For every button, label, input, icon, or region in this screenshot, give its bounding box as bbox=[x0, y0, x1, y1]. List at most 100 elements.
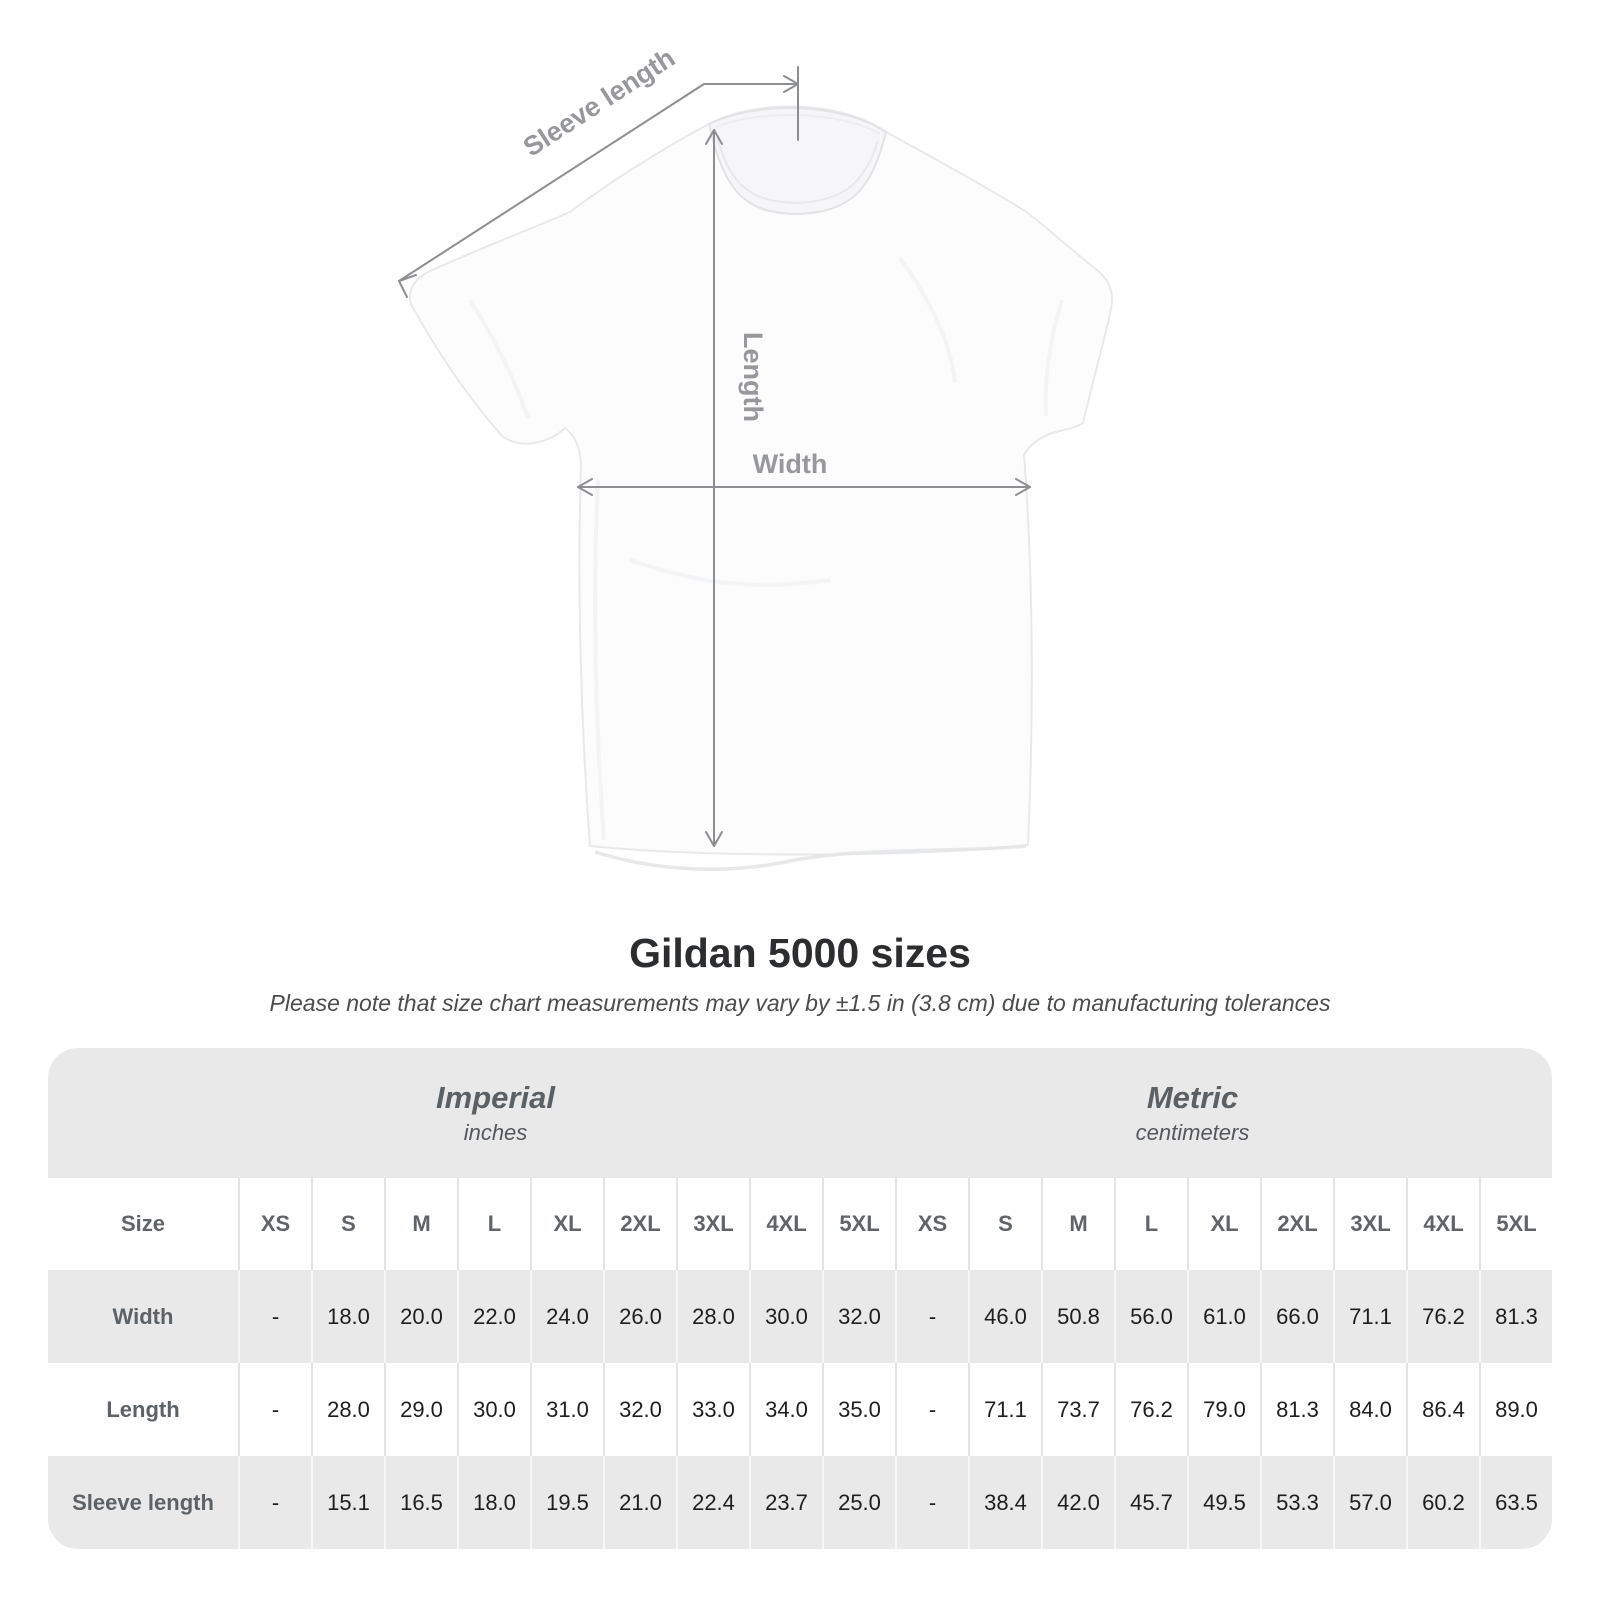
value-imperial-s: 28.0 bbox=[311, 1363, 384, 1456]
value-imperial-s: 18.0 bbox=[311, 1270, 384, 1363]
value-metric-l: 45.7 bbox=[1114, 1456, 1187, 1549]
value-imperial-m: 29.0 bbox=[384, 1363, 457, 1456]
size-header-metric-4xl: 4XL bbox=[1406, 1178, 1479, 1270]
size-header-metric-m: M bbox=[1041, 1178, 1114, 1270]
tshirt-wrinkles bbox=[468, 256, 1064, 841]
size-header-metric-l: L bbox=[1114, 1178, 1187, 1270]
value-imperial-l: 30.0 bbox=[457, 1363, 530, 1456]
value-metric-2xl: 66.0 bbox=[1260, 1270, 1333, 1363]
value-metric-4xl: 86.4 bbox=[1406, 1363, 1479, 1456]
value-imperial-5xl: 32.0 bbox=[822, 1270, 895, 1363]
sleeve-length-line bbox=[398, 83, 799, 282]
table-body: Width -18.0 20.0 22.0 24.0 26.0 28.0 30.0 32.0-4… bbox=[48, 1270, 1552, 1549]
imperial-section-header: Imperial inches bbox=[48, 1048, 895, 1178]
value-imperial-5xl: 25.0 bbox=[822, 1456, 895, 1549]
imperial-section-unit: inches bbox=[463, 1120, 528, 1145]
row-label: Sleeve length bbox=[72, 1489, 214, 1515]
table-row-width: Width -18.0 20.0 22.0 24.0 26.0 28.0 30.0 32.0-4… bbox=[48, 1270, 1552, 1363]
value-imperial-5xl: 35.0 bbox=[822, 1363, 895, 1456]
size-header-imperial-xl: XL bbox=[530, 1178, 603, 1270]
value-metric-2xl: 53.3 bbox=[1260, 1456, 1333, 1549]
size-header-metric-xs: XS bbox=[895, 1178, 968, 1270]
unit-system-band: Imperial inches Metric centimeters bbox=[48, 1048, 1552, 1178]
value-metric-5xl: 63.5 bbox=[1479, 1456, 1552, 1549]
size-header-imperial-5xl: 5XL bbox=[822, 1178, 895, 1270]
value-metric-m: 42.0 bbox=[1041, 1456, 1114, 1549]
value-metric-xs: - bbox=[895, 1363, 968, 1456]
length-label: Length bbox=[738, 332, 768, 422]
size-header-metric-xl: XL bbox=[1187, 1178, 1260, 1270]
value-imperial-2xl: 21.0 bbox=[603, 1456, 676, 1549]
table-row-sleeve-length: Sleeve length -15.1 16.5 18.0 19.5 21.0 22.4 23… bbox=[48, 1456, 1552, 1549]
imperial-section-title: Imperial bbox=[436, 1080, 555, 1115]
value-imperial-3xl: 22.4 bbox=[676, 1456, 749, 1549]
size-header-imperial-l: L bbox=[457, 1178, 530, 1270]
value-imperial-4xl: 34.0 bbox=[749, 1363, 822, 1456]
value-metric-s: 38.4 bbox=[968, 1456, 1041, 1549]
tshirt-collar-opening bbox=[707, 107, 888, 216]
width-label: Width bbox=[753, 449, 828, 479]
shirt-measurement-diagram: Sleeve length Length Width bbox=[398, 42, 1114, 871]
size-header-metric-s: S bbox=[968, 1178, 1041, 1270]
value-imperial-l: 22.0 bbox=[457, 1270, 530, 1363]
size-header-metric-3xl: 3XL bbox=[1333, 1178, 1406, 1270]
measurement-annotations bbox=[398, 66, 1031, 847]
value-imperial-l: 18.0 bbox=[457, 1456, 530, 1549]
value-imperial-m: 16.5 bbox=[384, 1456, 457, 1549]
value-metric-xl: 79.0 bbox=[1187, 1363, 1260, 1456]
value-metric-3xl: 84.0 bbox=[1333, 1363, 1406, 1456]
size-header-metric-5xl: 5XL bbox=[1479, 1178, 1552, 1270]
sleeve-length-label: Sleeve length bbox=[518, 42, 680, 162]
value-metric-2xl: 81.3 bbox=[1260, 1363, 1333, 1456]
value-metric-s: 46.0 bbox=[968, 1270, 1041, 1363]
value-metric-xs: - bbox=[895, 1270, 968, 1363]
metric-section-header: Metric centimeters bbox=[895, 1048, 1552, 1178]
value-imperial-2xl: 32.0 bbox=[603, 1363, 676, 1456]
metric-section-title: Metric bbox=[1146, 1080, 1239, 1115]
tshirt-collar-band bbox=[716, 136, 879, 205]
tshirt-illustration bbox=[408, 105, 1114, 871]
value-metric-3xl: 57.0 bbox=[1333, 1456, 1406, 1549]
value-metric-l: 56.0 bbox=[1114, 1270, 1187, 1363]
value-metric-s: 71.1 bbox=[968, 1363, 1041, 1456]
value-metric-3xl: 71.1 bbox=[1333, 1270, 1406, 1363]
tshirt-body bbox=[408, 105, 1114, 856]
value-metric-xs: - bbox=[895, 1456, 968, 1549]
size-header-metric-2xl: 2XL bbox=[1260, 1178, 1333, 1270]
table-row-length: Length -28.0 29.0 30.0 31.0 32.0 33.0 34.0 35.0-… bbox=[48, 1363, 1552, 1456]
value-metric-l: 76.2 bbox=[1114, 1363, 1187, 1456]
metric-section-unit: centimeters bbox=[1135, 1120, 1250, 1145]
sleeve-length-arrowhead-outer bbox=[398, 274, 417, 298]
row-label: Length bbox=[106, 1396, 180, 1422]
value-imperial-3xl: 33.0 bbox=[676, 1363, 749, 1456]
size-header-imperial-s: S bbox=[311, 1178, 384, 1270]
table-header-row: Size XS S M L XL 2XL 3XL 4XL 5XL XS S M L XL 2XL 3XL 4XL 5… bbox=[48, 1178, 1552, 1270]
tolerance-note: Please note that size chart measurements… bbox=[269, 990, 1331, 1016]
length-arrowheads bbox=[705, 129, 723, 847]
value-metric-xl: 61.0 bbox=[1187, 1270, 1260, 1363]
size-header-imperial-xs: XS bbox=[238, 1178, 311, 1270]
value-imperial-xs: - bbox=[238, 1270, 311, 1363]
value-imperial-m: 20.0 bbox=[384, 1270, 457, 1363]
value-imperial-4xl: 23.7 bbox=[749, 1456, 822, 1549]
value-imperial-xl: 31.0 bbox=[530, 1363, 603, 1456]
size-header-imperial-2xl: 2XL bbox=[603, 1178, 676, 1270]
value-imperial-xs: - bbox=[238, 1363, 311, 1456]
size-column-header: Size bbox=[120, 1211, 166, 1236]
value-imperial-3xl: 28.0 bbox=[676, 1270, 749, 1363]
width-arrowheads bbox=[577, 478, 1031, 496]
value-imperial-2xl: 26.0 bbox=[603, 1270, 676, 1363]
value-metric-4xl: 60.2 bbox=[1406, 1456, 1479, 1549]
value-metric-xl: 49.5 bbox=[1187, 1456, 1260, 1549]
value-imperial-xl: 24.0 bbox=[530, 1270, 603, 1363]
size-chart-table: Imperial inches Metric centimeters Size X… bbox=[48, 1048, 1552, 1549]
value-imperial-4xl: 30.0 bbox=[749, 1270, 822, 1363]
value-metric-4xl: 76.2 bbox=[1406, 1270, 1479, 1363]
value-metric-5xl: 89.0 bbox=[1479, 1363, 1552, 1456]
value-imperial-xs: - bbox=[238, 1456, 311, 1549]
tshirt-hem-shadow bbox=[594, 844, 1027, 871]
size-header-imperial-m: M bbox=[384, 1178, 457, 1270]
size-header-imperial-3xl: 3XL bbox=[676, 1178, 749, 1270]
value-metric-m: 50.8 bbox=[1041, 1270, 1114, 1363]
page-title: Gildan 5000 sizes bbox=[629, 930, 971, 976]
